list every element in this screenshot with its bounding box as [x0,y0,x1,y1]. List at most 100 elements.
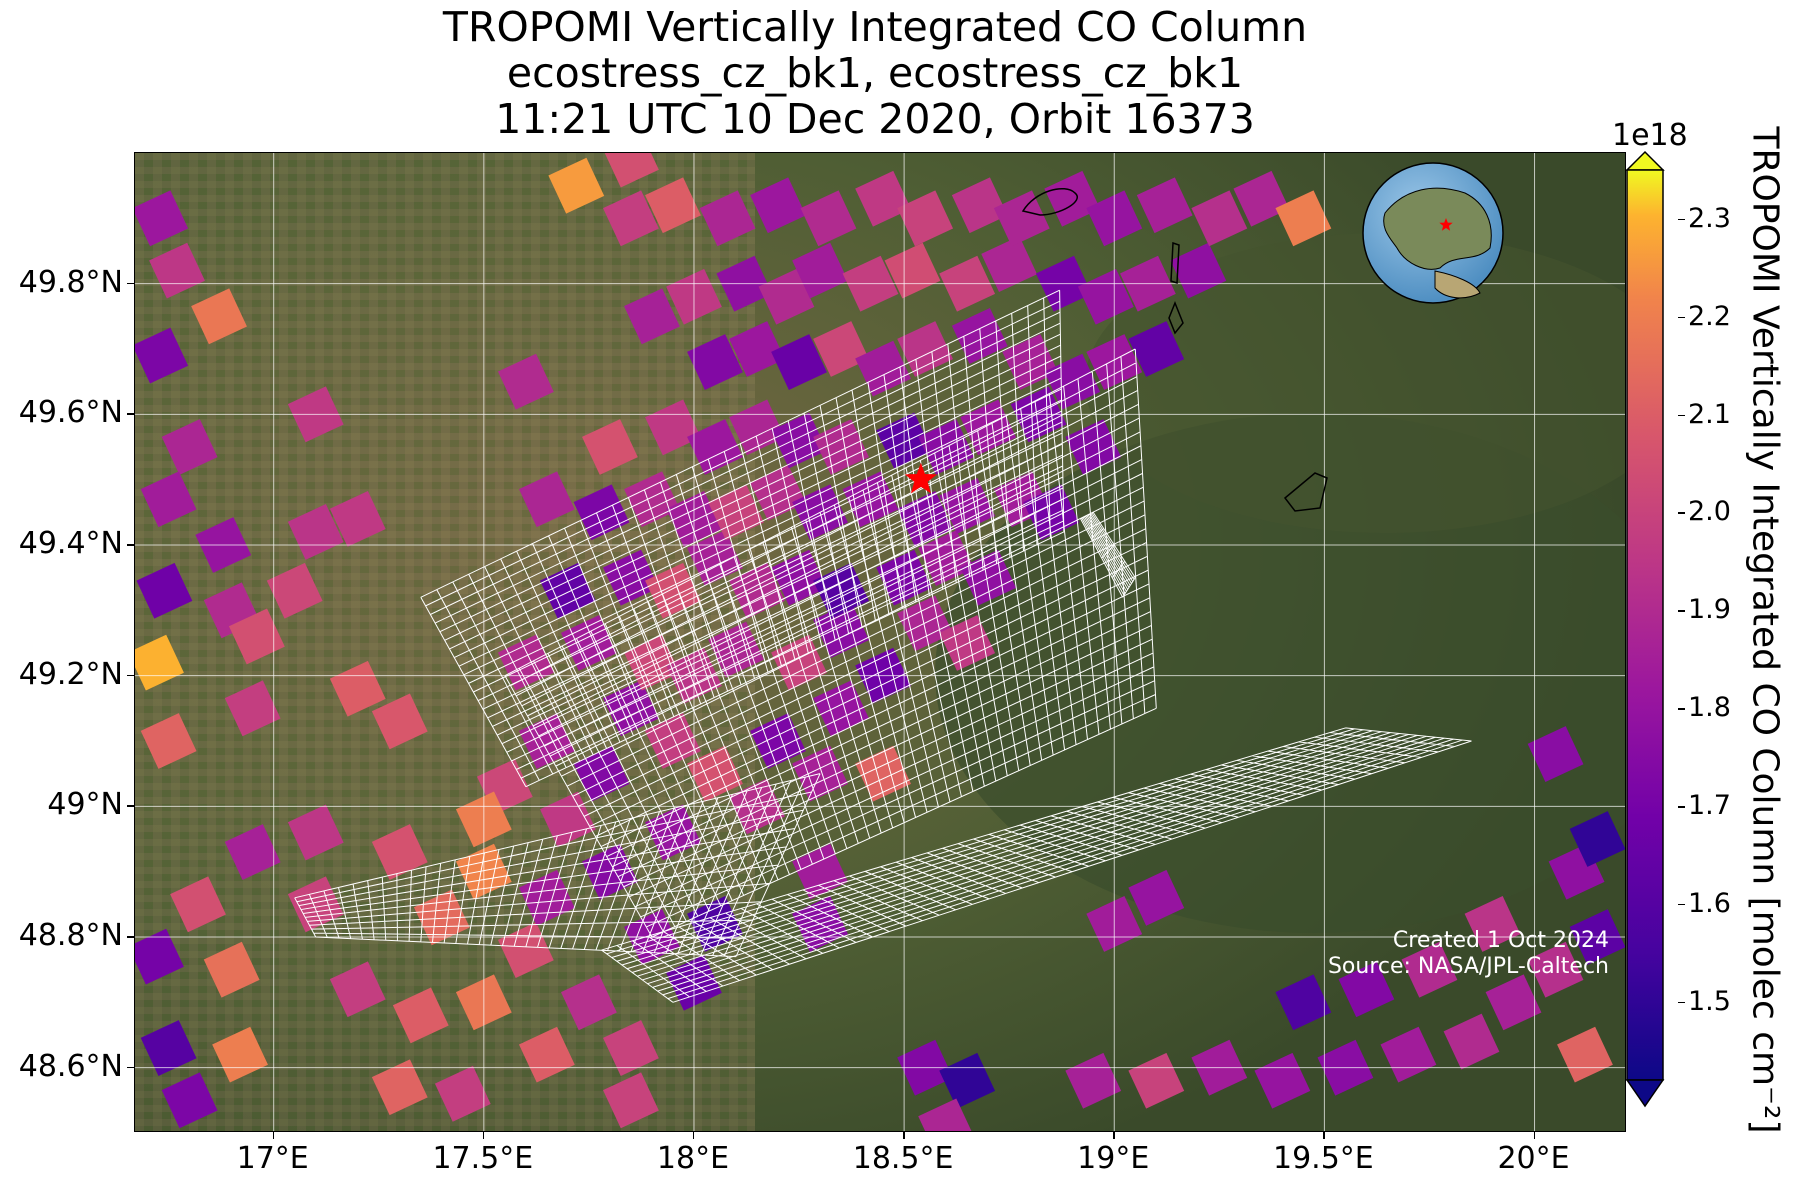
co-pixel [140,1020,197,1076]
co-pixel [939,1052,996,1109]
colorbar-tick-label: 1.6 [1688,887,1731,919]
co-pixel [149,242,205,299]
colorbar-tick-mark [1678,610,1685,612]
continent-shape [1434,270,1481,299]
colorbar-exponent: 1e18 [1612,118,1688,153]
co-pixel [603,153,659,188]
latitude-tick-mark [127,413,134,415]
co-pixel [228,608,285,665]
co-pixel [771,334,827,390]
co-pixel [135,634,184,691]
co-pixel [1338,961,1395,1018]
co-pixel [855,745,912,802]
co-pixel [708,484,764,541]
co-pixel [750,177,806,234]
co-pixel [758,268,815,325]
co-pixel [1401,941,1458,998]
co-pixel [1128,321,1185,377]
co-pixel [287,804,344,861]
map-panel[interactable]: Created 1 Oct 2024 Source: NASA/JPL-Calt… [134,152,1626,1132]
co-pixel [518,471,575,528]
latitude-tick-mark [127,936,134,938]
co-pixel [1443,1013,1500,1070]
colorbar-tick-label: 1.8 [1688,692,1731,724]
co-pixel [518,1026,575,1083]
colorbar [1625,150,1665,1108]
longitude-tick-label: 17°E [236,1141,309,1176]
co-pixel [1527,941,1584,998]
co-pixel [1485,974,1542,1031]
co-pixel [371,1059,428,1116]
co-pixel [582,419,638,475]
chart-title-line-2: ecostress_cz_bk1, ecostress_cz_bk1 [506,49,1244,97]
co-pixel [792,242,848,299]
co-pixel [161,419,218,475]
colorbar-tick-mark [1678,414,1685,417]
co-pixel [203,941,260,998]
longitude-tick-label: 17.5°E [432,1141,534,1176]
co-pixel [497,634,554,691]
colorbar-extend-bottom [1625,1079,1665,1108]
lake-outline [1168,241,1184,335]
co-pixel [603,1020,659,1076]
co-pixel [771,634,827,691]
co-pixel [140,713,197,769]
co-pixel [699,190,756,247]
co-pixel [1136,177,1193,234]
chart-title-line-3: 11:21 UTC 10 Dec 2020, Orbit 16373 [495,95,1255,143]
co-pixel [1128,869,1185,926]
co-pixel [224,680,281,737]
colorbar-tick-mark [1678,806,1685,808]
co-pixel [1569,811,1625,867]
latitude-tick-mark [127,805,134,807]
longitude-tick-mark [482,1132,485,1139]
co-pixel [918,1098,975,1131]
colorbar-tick-mark [1678,708,1685,710]
co-pixel [1233,170,1290,227]
co-pixel [1170,242,1227,299]
latitude-tick-label: 48.8°N [18,918,123,953]
ecostress-footprint [601,727,1472,1003]
co-pixel [135,190,189,247]
co-pixel [645,562,701,619]
longitude-tick-label: 18.5°E [852,1141,954,1176]
co-pixel [170,876,226,933]
longitude-tick-mark [272,1132,275,1139]
longitude-tick-mark [1323,1132,1325,1139]
co-pixel [897,321,954,377]
co-pixel [603,1072,659,1129]
co-pixel [981,236,1038,292]
co-pixel-layer [135,153,1625,1131]
co-pixel [224,824,281,880]
co-pixel [1191,190,1248,247]
forest-region-2 [1085,233,1625,533]
co-pixel [603,190,659,247]
latitude-tick-label: 48.6°N [18,1048,123,1084]
co-pixel [771,412,827,469]
co-pixel [855,340,912,397]
lake-outline [1021,188,1078,216]
co-pixel [136,562,193,619]
colorbar-tick-mark [1678,1001,1685,1004]
colorbar-tick-label: 1.7 [1688,790,1731,822]
co-pixel [624,471,680,528]
latitude-tick-mark [127,1066,134,1069]
colorbar-tick-label: 2.3 [1688,202,1731,234]
colorbar-tick-mark [1678,903,1685,906]
colorbar-tick-mark [1678,218,1685,221]
co-pixel [1275,190,1332,247]
co-pixel [800,190,857,247]
map-canvas[interactable] [135,153,1626,1132]
co-pixel [813,321,869,377]
co-pixel [1275,974,1332,1031]
co-pixel [329,490,386,547]
colorbar-tick-mark [1678,512,1685,514]
colorbar-extend-top [1625,150,1665,171]
co-pixel [161,1072,218,1129]
co-pixel [884,242,941,299]
inset-globe [1362,162,1504,304]
co-pixel [497,353,554,410]
colorbar-tick-label: 2.2 [1688,300,1731,332]
graticule [135,153,1625,1131]
co-pixel [287,504,344,560]
